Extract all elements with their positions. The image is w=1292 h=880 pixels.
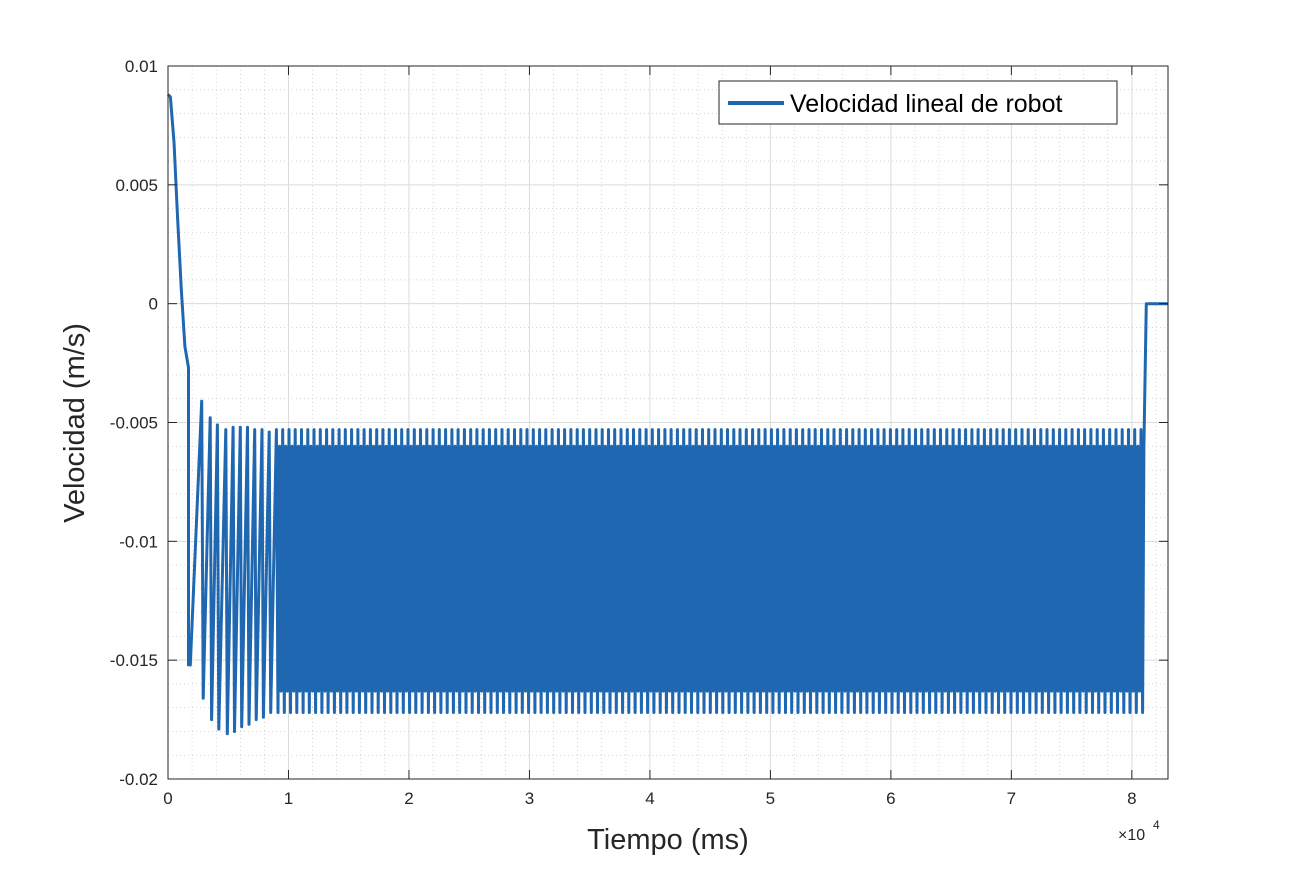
x-tick-label: 6 <box>886 789 895 808</box>
y-tick-label: -0.015 <box>110 651 158 670</box>
legend-label: Velocidad lineal de robot <box>790 90 1062 118</box>
x-tick-label: 2 <box>404 789 413 808</box>
x-exponent-base: ×10 <box>1118 827 1145 844</box>
x-tick-label: 8 <box>1127 789 1136 808</box>
x-exponent-label: ×10 4 <box>1118 818 1160 844</box>
y-axis-label: Velocidad (m/s) <box>59 323 91 523</box>
x-tick-label: 1 <box>284 789 293 808</box>
x-tick-label: 0 <box>163 789 172 808</box>
x-tick-label: 3 <box>525 789 534 808</box>
y-tick-label: -0.005 <box>110 414 158 433</box>
y-axis-ticks: 0.01 0.005 0 -0.005 -0.01 -0.015 -0.02 <box>110 57 1168 789</box>
x-axis-ticks: 0 1 2 3 4 5 6 7 8 <box>163 66 1137 808</box>
series-line-velocidad <box>166 93 1168 736</box>
y-tick-label: -0.01 <box>119 532 158 551</box>
x-axis-label: Tiempo (ms) <box>587 824 749 856</box>
y-tick-label: 0 <box>149 295 158 314</box>
y-tick-label: 0.01 <box>125 57 158 76</box>
x-exponent-power: 4 <box>1153 818 1160 832</box>
legend: Velocidad lineal de robot <box>718 80 1118 125</box>
x-tick-label: 5 <box>766 789 775 808</box>
legend-box <box>718 80 1118 125</box>
y-tick-label: 0.005 <box>115 176 158 195</box>
x-tick-label: 7 <box>1007 789 1016 808</box>
x-tick-label: 4 <box>645 789 654 808</box>
y-tick-label: -0.02 <box>119 770 158 789</box>
series-layer <box>166 93 1168 736</box>
